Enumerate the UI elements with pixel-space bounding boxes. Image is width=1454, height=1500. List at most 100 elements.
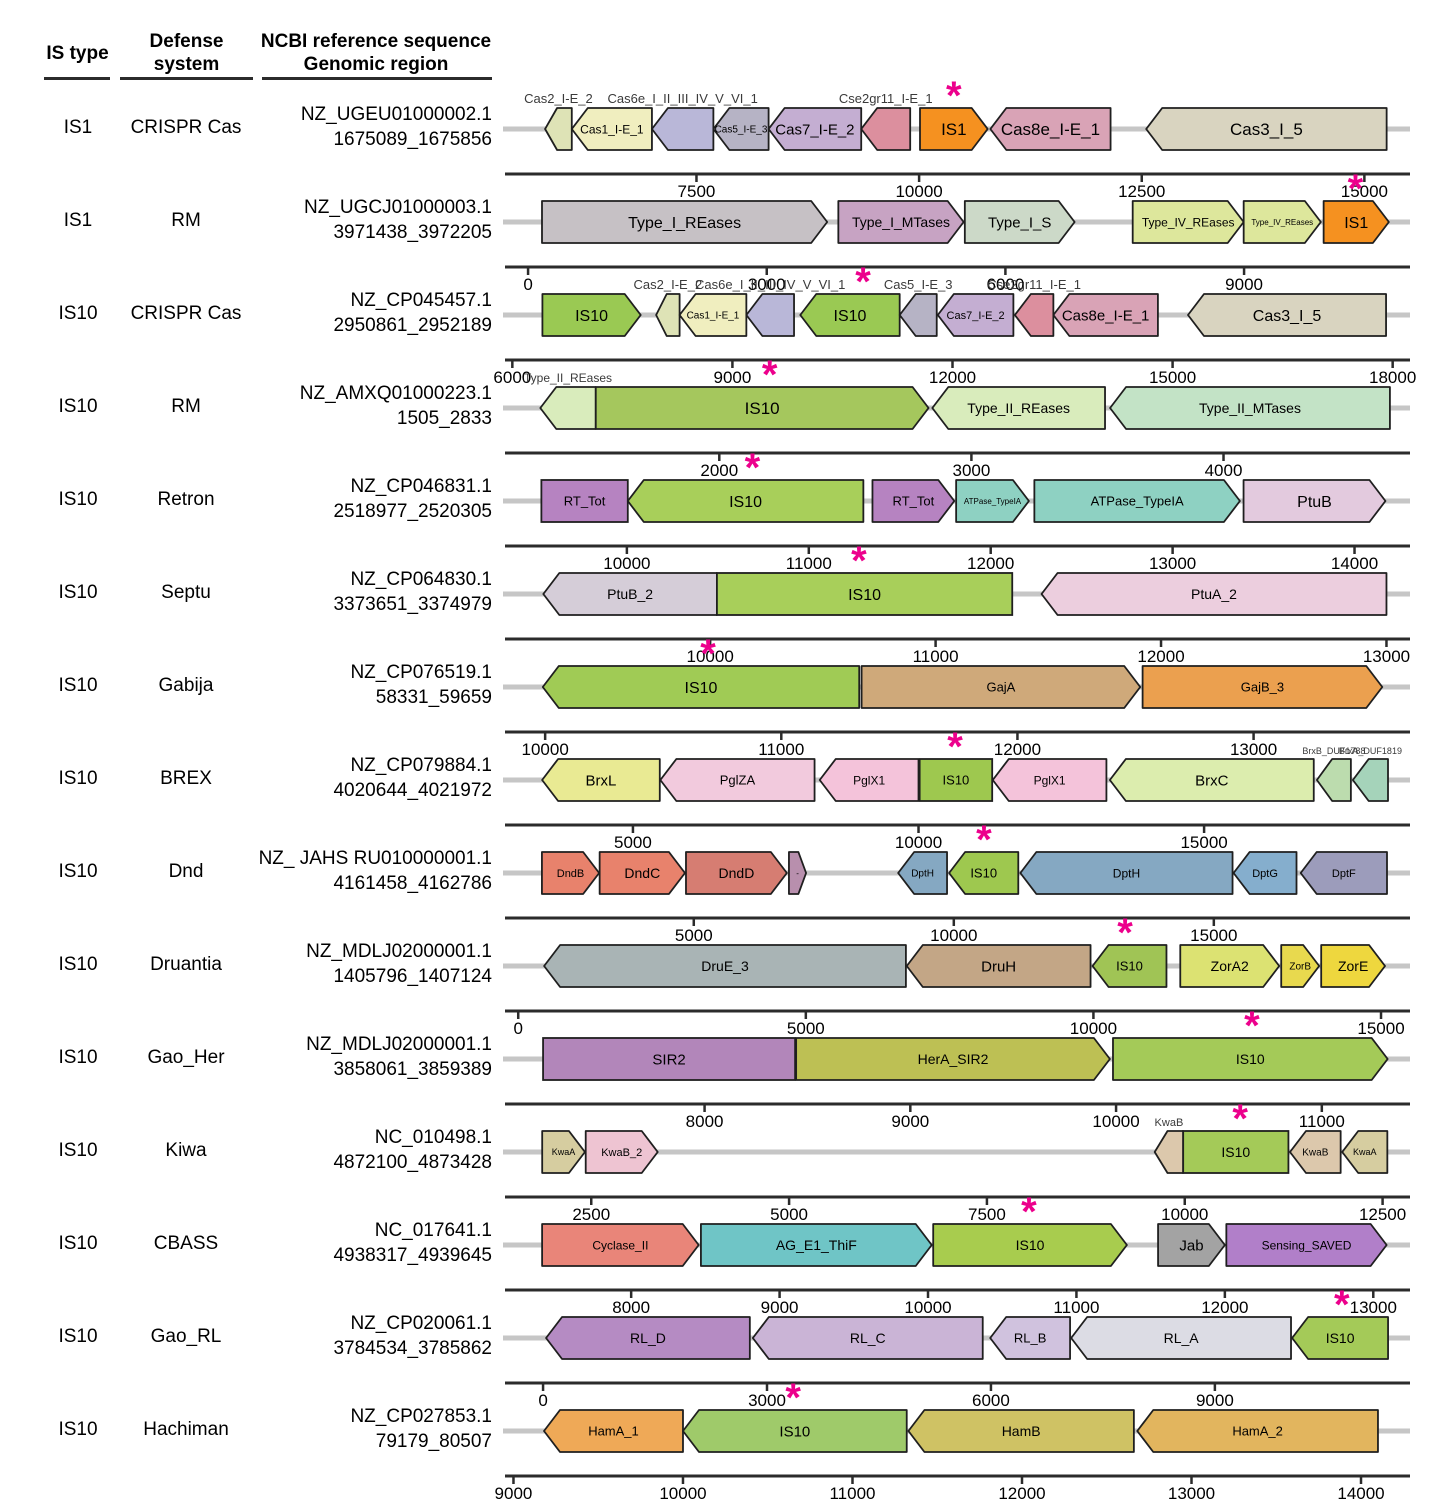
gene-label: BrxL: [586, 772, 617, 789]
gene-label: DptH: [911, 869, 934, 880]
is-insertion-asterisk: *: [947, 725, 963, 769]
gene-arrow: [626, 479, 865, 523]
gene-label: IS10: [685, 680, 718, 697]
is-type-cell: IS10: [58, 861, 98, 882]
gene-arrow: [541, 851, 601, 895]
gene-arrow: [1182, 1130, 1290, 1174]
gene-arrow: [1153, 1130, 1185, 1174]
gene-diagram-row: Cas2_I-E_2 Cas1_I-E_1 Cas6e_I_II_III_IV_V_…: [503, 74, 1410, 201]
gene-arrow: [1157, 1223, 1226, 1267]
gene-label: Cas1_I-E_1: [687, 311, 740, 322]
gene-arrow: [860, 665, 1142, 709]
axis-tick-label: 10000: [1161, 1205, 1208, 1224]
gene-arrow: [837, 200, 965, 244]
is-type-cell: IS10: [58, 303, 98, 324]
axis-tick-label: 11000: [913, 647, 959, 666]
gene-arrow: [594, 386, 930, 430]
axis-tick-label: 2500: [572, 1205, 610, 1224]
is-type-cell: IS10: [58, 1140, 98, 1161]
gene-arrow: [788, 851, 808, 895]
gene-label: Type_IV_REases: [1251, 218, 1313, 227]
gene-label: IS10: [575, 308, 608, 325]
gene-diagram-row: IS10 Cas2_I-E_2 Cas1_I-E_1 Cas6e_I_II_III_I…: [493, 260, 1416, 387]
gene-diagram-row: RT_Tot IS10 RT_Tot ATPase_TypeIA ATPase_Type…: [503, 446, 1410, 573]
gene-diagram-row: BrxL PglZA PglX1 IS10 PglX1 BrxC BrxB_DUF1788B…: [503, 725, 1410, 852]
gene-label: PglX1: [1034, 773, 1066, 787]
gene-label: Cas5_I-E_3: [715, 125, 768, 136]
axis-tick-label: 10000: [659, 1484, 706, 1500]
gene-label: IS10: [1016, 1237, 1045, 1253]
gene-label: IS10: [943, 773, 970, 788]
axis-tick-label: 13000: [1363, 647, 1410, 666]
gene-arrow: [541, 293, 642, 337]
axis-tick-label: 11000: [829, 1484, 875, 1500]
axis-tick-label: 10000: [930, 926, 977, 945]
defense-system-cell: Retron: [157, 489, 215, 510]
gene-arrow: [918, 758, 994, 802]
ncbi-reference-cell: NC_017641.1 4938317_4939645: [333, 1220, 492, 1266]
axis-tick-label: 12000: [967, 554, 1014, 573]
gene-label: RT_Tot: [564, 494, 606, 509]
gene-arrow: [905, 944, 1092, 988]
gene-arrow: [700, 1223, 933, 1267]
gene-arrow: [1052, 293, 1159, 337]
defense-system-cell: Hachiman: [143, 1419, 229, 1440]
axis-tick-label: 12500: [1359, 1205, 1406, 1224]
ncbi-reference-cell: NZ_CP020061.1 3784534_3785862: [333, 1313, 492, 1359]
gene-arrow: [539, 386, 597, 430]
axis-tick-label: 13000: [1230, 740, 1277, 759]
gene-arrow: [540, 479, 629, 523]
is-type-cell: IS10: [58, 954, 98, 975]
gene-arrow: [871, 479, 956, 523]
gene-diagram-row: Cyclase_II AG_E1_ThiF IS10 Jab Sensing_SAVED…: [503, 1190, 1410, 1317]
gene-arrow: [1033, 479, 1241, 523]
gene-arrow: [989, 107, 1112, 151]
gene-label: IS1: [1344, 215, 1368, 232]
gene-label: IS10: [779, 1423, 810, 1440]
gene-diagram-row: KwaA KwaB_2 KwaB IS10 KwaB KwaA * 2500 5000 7500 1…: [503, 1097, 1410, 1224]
gene-label: ATPase_TypeIA: [964, 497, 1022, 506]
defense-system-cell: Gao_RL: [150, 1326, 222, 1347]
axis-tick-label: 12000: [998, 1484, 1045, 1500]
ncbi-reference-cell: NZ_CP064830.1 3373651_3374979: [333, 569, 492, 615]
gene-label: IS1: [941, 120, 967, 139]
axis-tick-label: 0: [513, 1019, 522, 1038]
axis-tick-label: 12000: [1201, 1298, 1248, 1317]
gene-label: Type_I_MTases: [852, 214, 950, 230]
axis-tick-label: 12000: [994, 740, 1041, 759]
gene-label: Type_II_REases: [524, 371, 612, 385]
gene-label: Type_II_REases: [967, 400, 1070, 416]
gene-arrow: [1070, 1316, 1292, 1360]
gene-arrow: [1341, 1130, 1389, 1174]
defense-system-cell: CRISPR Cas: [130, 303, 242, 324]
gene-label: IS10: [970, 866, 997, 881]
gene-label: HamB: [1002, 1423, 1041, 1439]
gene-diagram-row: IS10 GajA GajB_3*10000 11000 12000 13000: [503, 632, 1410, 759]
gene-arrow: [584, 1130, 659, 1174]
gene-label: Type_II_MTases: [1199, 400, 1301, 416]
defense-system-cell: CRISPR Cas: [130, 117, 242, 138]
axis-tick-label: 9000: [891, 1112, 929, 1131]
is-insertion-asterisk: *: [762, 353, 778, 397]
gene-diagram-row: PtuB_2 IS10 PtuA_2 * 10000 11000 12000 13000: [503, 539, 1410, 666]
gene-arrow: [1322, 200, 1390, 244]
gene-arrow: [1291, 1316, 1389, 1360]
header-underline-is-type: [44, 77, 110, 80]
gene-label: RL_A: [1164, 1330, 1200, 1346]
axis-tick-label: 7500: [968, 1205, 1006, 1224]
gene-label: KwaA: [1353, 1147, 1377, 1157]
axis-tick-label: 15000: [1180, 833, 1227, 852]
gene-arrow: [932, 1223, 1128, 1267]
axis-tick-label: 14000: [1337, 1484, 1384, 1500]
gene-arrow: [541, 1130, 586, 1174]
ncbi-reference-cell: NZ_MDLJ02000001.1 1405796_1407124: [306, 941, 492, 987]
is-type-cell: IS10: [58, 675, 98, 696]
is-insertion-asterisk: *: [946, 74, 962, 118]
gene-arrow: [948, 851, 1020, 895]
defense-system-cell: Gabija: [158, 675, 214, 696]
defense-system-cell: Druantia: [150, 954, 222, 975]
gene-label: IS10: [1116, 959, 1143, 974]
gene-label: Type_IV_REases: [1142, 215, 1235, 229]
is-insertion-asterisk: *: [1232, 1097, 1248, 1141]
